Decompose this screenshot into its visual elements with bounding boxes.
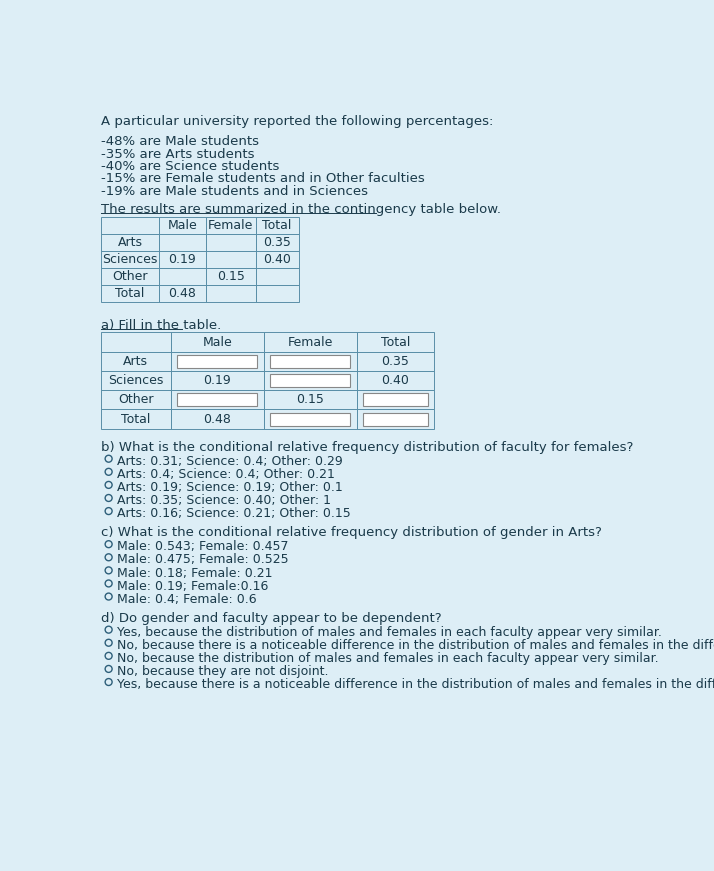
Bar	[263, 371, 356, 390]
Text: Female: Female	[288, 335, 333, 348]
Text: 0.19: 0.19	[203, 374, 231, 387]
Text: -35% are Arts students: -35% are Arts students	[101, 148, 254, 160]
Text: Other: Other	[118, 394, 154, 406]
Bar	[256, 251, 298, 267]
Text: Male: 0.18; Female: 0.21: Male: 0.18; Female: 0.21	[117, 566, 273, 579]
Bar	[171, 409, 263, 429]
Bar	[206, 234, 256, 251]
Bar	[206, 217, 256, 234]
Text: Male: Male	[202, 335, 232, 348]
Text: Total: Total	[115, 287, 145, 300]
Text: 0.48: 0.48	[169, 287, 196, 300]
Text: 0.15: 0.15	[296, 394, 324, 406]
Text: -15% are Female students and in Other faculties: -15% are Female students and in Other fa…	[101, 172, 425, 186]
Bar	[256, 217, 298, 234]
Bar	[177, 354, 258, 368]
Text: Arts: 0.31; Science: 0.4; Other: 0.29: Arts: 0.31; Science: 0.4; Other: 0.29	[117, 455, 343, 468]
Text: c) What is the conditional relative frequency distribution of gender in Arts?: c) What is the conditional relative freq…	[101, 526, 602, 539]
Text: Male: 0.19; Female:0.16: Male: 0.19; Female:0.16	[117, 579, 268, 592]
Bar	[263, 390, 356, 409]
Bar	[159, 234, 206, 251]
Text: A particular university reported the following percentages:: A particular university reported the fol…	[101, 115, 493, 128]
Bar	[256, 285, 298, 301]
Bar	[206, 285, 256, 301]
Bar	[159, 267, 206, 285]
Bar	[356, 352, 434, 371]
Bar	[356, 409, 434, 429]
Text: Arts: 0.19; Science: 0.19; Other: 0.1: Arts: 0.19; Science: 0.19; Other: 0.1	[117, 481, 343, 494]
Text: -19% are Male students and in Sciences: -19% are Male students and in Sciences	[101, 185, 368, 198]
Text: Sciences: Sciences	[108, 374, 164, 387]
Bar	[101, 390, 171, 409]
Text: Yes, because there is a noticeable difference in the distribution of males and f: Yes, because there is a noticeable diffe…	[117, 679, 714, 692]
Bar	[101, 371, 171, 390]
Bar	[270, 354, 351, 368]
Bar	[101, 251, 159, 267]
Text: Male: 0.4; Female: 0.6: Male: 0.4; Female: 0.6	[117, 592, 257, 605]
Bar	[206, 267, 256, 285]
Bar	[363, 413, 428, 426]
Text: Female: Female	[208, 219, 253, 232]
Text: Arts: 0.35; Science: 0.40; Other: 1: Arts: 0.35; Science: 0.40; Other: 1	[117, 494, 331, 507]
Bar	[171, 352, 263, 371]
Text: Male: Male	[167, 219, 197, 232]
Bar	[159, 217, 206, 234]
Bar	[159, 285, 206, 301]
Text: 0.35: 0.35	[381, 354, 409, 368]
Text: Male: 0.475; Female: 0.525: Male: 0.475; Female: 0.525	[117, 553, 288, 566]
Text: Arts: 0.4; Science: 0.4; Other: 0.21: Arts: 0.4; Science: 0.4; Other: 0.21	[117, 468, 335, 481]
Bar	[270, 374, 351, 387]
Bar	[159, 251, 206, 267]
Bar	[263, 333, 356, 352]
Bar	[171, 371, 263, 390]
Bar	[171, 390, 263, 409]
Bar	[356, 390, 434, 409]
Bar	[263, 409, 356, 429]
Text: No, because there is a noticeable difference in the distribution of males and fe: No, because there is a noticeable differ…	[117, 639, 714, 652]
Text: Total: Total	[381, 335, 410, 348]
Bar	[101, 333, 171, 352]
Bar	[101, 234, 159, 251]
Text: Total: Total	[263, 219, 292, 232]
Bar	[356, 333, 434, 352]
Text: No, because the distribution of males and females in each faculty appear very si: No, because the distribution of males an…	[117, 652, 659, 665]
Text: 0.19: 0.19	[169, 253, 196, 266]
Bar	[356, 371, 434, 390]
Text: Arts: Arts	[124, 354, 149, 368]
Text: b) What is the conditional relative frequency distribution of faculty for female: b) What is the conditional relative freq…	[101, 441, 633, 454]
Bar	[171, 333, 263, 352]
Bar	[363, 394, 428, 407]
Text: No, because they are not disjoint.: No, because they are not disjoint.	[117, 665, 328, 679]
Text: 0.40: 0.40	[381, 374, 409, 387]
Bar	[101, 285, 159, 301]
Text: The results are summarized in the contingency table below.: The results are summarized in the contin…	[101, 203, 501, 216]
Bar	[177, 394, 258, 407]
Text: Sciences: Sciences	[102, 253, 158, 266]
Text: Arts: 0.16; Science: 0.21; Other: 0.15: Arts: 0.16; Science: 0.21; Other: 0.15	[117, 507, 351, 520]
Bar	[263, 352, 356, 371]
Text: -40% are Science students: -40% are Science students	[101, 160, 279, 173]
Bar	[270, 413, 351, 426]
Text: Male: 0.543; Female: 0.457: Male: 0.543; Female: 0.457	[117, 540, 288, 553]
Bar	[206, 251, 256, 267]
Bar	[101, 409, 171, 429]
Text: Total: Total	[121, 413, 151, 426]
Bar	[101, 352, 171, 371]
Text: 0.40: 0.40	[263, 253, 291, 266]
Text: d) Do gender and faculty appear to be dependent?: d) Do gender and faculty appear to be de…	[101, 612, 441, 625]
Text: -48% are Male students: -48% are Male students	[101, 135, 259, 148]
Text: 0.15: 0.15	[217, 270, 245, 283]
Text: a) Fill in the table.: a) Fill in the table.	[101, 319, 221, 332]
Bar	[101, 267, 159, 285]
Text: Yes, because the distribution of males and females in each faculty appear very s: Yes, because the distribution of males a…	[117, 625, 662, 638]
Bar	[256, 234, 298, 251]
Text: 0.48: 0.48	[203, 413, 231, 426]
Text: Arts: Arts	[117, 236, 142, 249]
Bar	[101, 217, 159, 234]
Text: Other: Other	[112, 270, 148, 283]
Text: 0.35: 0.35	[263, 236, 291, 249]
Bar	[256, 267, 298, 285]
